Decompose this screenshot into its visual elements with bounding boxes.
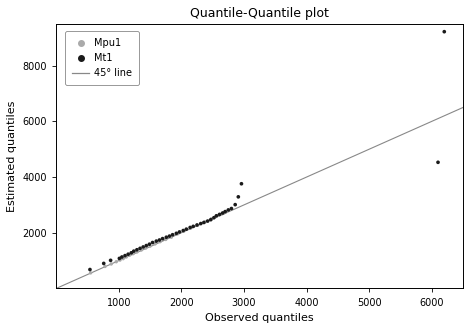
Point bbox=[440, 29, 448, 34]
Point bbox=[187, 225, 195, 231]
Point bbox=[119, 256, 127, 261]
Point bbox=[162, 237, 170, 242]
Point bbox=[149, 240, 157, 245]
Point bbox=[157, 239, 164, 244]
Point bbox=[153, 239, 160, 244]
Point bbox=[156, 237, 163, 243]
Point bbox=[172, 231, 180, 236]
Point bbox=[101, 264, 109, 269]
Point bbox=[159, 236, 166, 241]
Point bbox=[125, 251, 132, 257]
Point bbox=[133, 249, 141, 255]
Point bbox=[125, 253, 133, 258]
Point bbox=[100, 261, 108, 266]
Point bbox=[231, 202, 239, 207]
Point bbox=[215, 213, 223, 218]
Point bbox=[212, 214, 219, 219]
Point bbox=[142, 246, 149, 251]
Point bbox=[87, 270, 94, 276]
Point bbox=[138, 248, 145, 253]
Point bbox=[168, 235, 175, 240]
Point bbox=[169, 232, 176, 237]
Point bbox=[204, 218, 212, 224]
Point bbox=[130, 248, 138, 254]
Point bbox=[222, 209, 229, 214]
Point bbox=[238, 181, 245, 186]
Point bbox=[129, 251, 137, 256]
Point bbox=[235, 194, 242, 199]
Point bbox=[187, 225, 194, 230]
Point bbox=[166, 233, 173, 239]
Point bbox=[127, 250, 135, 255]
Title: Quantile-Quantile plot: Quantile-Quantile plot bbox=[190, 7, 329, 20]
Point bbox=[86, 267, 94, 272]
Point bbox=[180, 228, 188, 234]
Point bbox=[210, 215, 218, 220]
Point bbox=[151, 241, 159, 247]
Point bbox=[197, 221, 204, 226]
Point bbox=[225, 207, 232, 213]
Point bbox=[107, 258, 114, 263]
Point bbox=[218, 211, 226, 216]
Point bbox=[108, 261, 115, 267]
Point bbox=[146, 242, 153, 247]
Point bbox=[118, 254, 125, 260]
Point bbox=[219, 210, 227, 215]
Point bbox=[174, 231, 181, 237]
Point bbox=[136, 246, 144, 251]
Point bbox=[201, 219, 209, 224]
Point bbox=[146, 244, 154, 249]
Point bbox=[133, 247, 141, 252]
X-axis label: Observed quantiles: Observed quantiles bbox=[205, 313, 314, 323]
Point bbox=[183, 226, 190, 232]
Point bbox=[212, 213, 220, 218]
Point bbox=[194, 223, 201, 228]
Point bbox=[116, 256, 123, 261]
Point bbox=[116, 257, 124, 263]
Point bbox=[163, 235, 170, 240]
Y-axis label: Estimated quantiles: Estimated quantiles bbox=[7, 101, 17, 212]
Point bbox=[221, 209, 229, 214]
Point bbox=[207, 217, 214, 222]
Point bbox=[189, 224, 197, 229]
Point bbox=[176, 229, 183, 235]
Point bbox=[200, 220, 208, 225]
Point bbox=[180, 228, 187, 233]
Point bbox=[121, 253, 129, 258]
Point bbox=[434, 160, 442, 165]
Point bbox=[227, 206, 235, 211]
Point bbox=[208, 216, 215, 221]
Point bbox=[123, 254, 130, 260]
Point bbox=[112, 259, 120, 264]
Point bbox=[193, 222, 201, 228]
Point bbox=[216, 212, 223, 217]
Point bbox=[142, 243, 150, 248]
Point bbox=[140, 244, 147, 249]
Point bbox=[220, 210, 227, 215]
Legend: Mpu1, Mt1, 45° line: Mpu1, Mt1, 45° line bbox=[65, 31, 139, 85]
